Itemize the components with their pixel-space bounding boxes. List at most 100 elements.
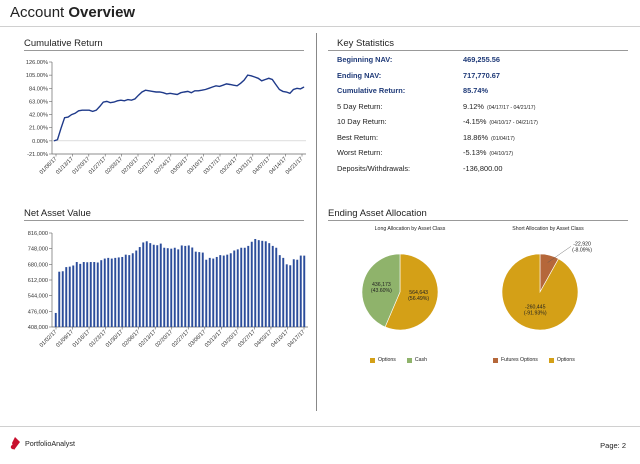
short-allocation-legend: Futures Options Options: [493, 357, 583, 363]
cumulative-return-point: [57, 139, 58, 140]
nav-bar: [254, 239, 256, 327]
legend-label: Options: [557, 357, 575, 363]
y-tick-label: 816,000: [28, 231, 48, 237]
nav-bar: [125, 255, 127, 327]
cumulative-return-point: [138, 95, 139, 96]
nav-bar: [118, 257, 120, 327]
cumulative-return-point: [149, 91, 150, 92]
cumulative-return-point: [202, 90, 203, 91]
y-tick-label: 0.00%: [32, 139, 48, 145]
nav-bar: [104, 259, 106, 327]
nav-bar: [160, 244, 162, 327]
nav-bar: [303, 256, 305, 327]
cumulative-return-point: [78, 111, 79, 112]
cumulative-return-point: [191, 92, 192, 93]
long-allocation-legend: OptionsCash: [370, 357, 435, 363]
stat-row: Worst Return:-5.13%(04/10/17): [337, 148, 627, 164]
cumulative-return-point: [142, 92, 143, 93]
cumulative-return-point: [173, 94, 174, 95]
nav-bar: [188, 245, 190, 327]
nav-bar: [62, 271, 64, 327]
y-tick-label: 21.00%: [29, 126, 48, 132]
cumulative-return-point: [96, 110, 97, 111]
stat-value: 9.12%(04/17/17 - 04/21/17): [463, 102, 535, 111]
nav-bar: [72, 265, 74, 327]
cumulative-return-point: [128, 99, 129, 100]
stat-label: Deposits/Withdrawals:: [337, 164, 410, 173]
key-statistics-rule: [328, 50, 628, 51]
nav-bar: [114, 258, 116, 327]
cumulative-return-point: [61, 128, 62, 129]
nav-bar: [198, 252, 200, 327]
stat-row: Best Return:18.86%(01/04/17): [337, 133, 627, 149]
page-title: Account Overview: [10, 4, 135, 21]
cumulative-return-point: [272, 79, 273, 80]
cumulative-return-point: [283, 91, 284, 92]
cumulative-return-point: [254, 77, 255, 78]
cumulative-return-point: [290, 93, 291, 94]
cumulative-return-point: [156, 92, 157, 93]
nav-bar: [202, 253, 204, 327]
cumulative-return-point: [205, 89, 206, 90]
x-tick-label: 04/17/17: [287, 329, 307, 349]
cumulative-return-point: [293, 89, 294, 90]
nav-bar: [184, 246, 186, 327]
nav-bar: [230, 253, 232, 327]
y-tick-label: 84.00%: [29, 86, 48, 92]
legend-swatch: [493, 358, 498, 363]
cumulative-return-point: [226, 84, 227, 85]
cumulative-return-point: [170, 93, 171, 94]
cumulative-return-point: [82, 110, 83, 111]
net-asset-value-chart: 816,000748,000680,000612,000544,000476,0…: [14, 223, 312, 380]
legend-swatch: [549, 358, 554, 363]
nav-bar: [128, 255, 130, 327]
stat-row: Ending NAV:717,770.67: [337, 71, 627, 87]
cumulative-return-point: [135, 99, 136, 100]
cumulative-return-point: [219, 86, 220, 87]
cumulative-return-point: [240, 83, 241, 84]
nav-bar: [205, 260, 207, 327]
nav-bar: [146, 241, 148, 327]
nav-bar: [247, 246, 249, 327]
net-asset-value-rule: [24, 220, 304, 221]
stat-value: 717,770.67: [463, 71, 500, 80]
pie-slice: [502, 254, 578, 330]
cumulative-return-point: [152, 91, 153, 92]
nav-bar: [100, 260, 102, 327]
cumulative-return-point: [163, 92, 164, 93]
cumulative-return-point: [184, 92, 185, 93]
nav-bar: [174, 248, 176, 327]
stat-row: Deposits/Withdrawals:-136,800.00: [337, 164, 627, 180]
nav-bar: [97, 262, 99, 327]
cumulative-return-point: [276, 84, 277, 85]
nav-bar: [279, 255, 281, 327]
stat-label: Beginning NAV:: [337, 55, 392, 64]
nav-bar: [195, 252, 197, 327]
nav-bar: [79, 264, 81, 327]
cumulative-return-point: [258, 78, 259, 79]
nav-bar: [93, 262, 95, 327]
nav-bar: [170, 249, 172, 327]
cumulative-return-point: [297, 88, 298, 89]
stat-date-range: (04/17/17 - 04/21/17): [487, 105, 535, 111]
nav-bar: [111, 259, 113, 327]
cumulative-return-point: [131, 100, 132, 101]
cumulative-return-point: [261, 81, 262, 82]
cumulative-return-point: [117, 101, 118, 102]
cumulative-return-point: [159, 92, 160, 93]
asset-allocation-title: Ending Asset Allocation: [328, 208, 427, 219]
x-tick-label: 04/21/17: [285, 156, 305, 176]
stat-row: 10 Day Return:-4.15%(04/10/17 - 04/21/17…: [337, 117, 627, 133]
stat-row: 5 Day Return: 9.12%(04/17/17 - 04/21/17): [337, 102, 627, 118]
long-allocation-pie: 564,643(56.49%)436,173(43.60%): [350, 232, 470, 352]
stat-row: Beginning NAV:469,255.56: [337, 55, 627, 71]
nav-bar: [156, 245, 158, 327]
nav-bar: [223, 256, 225, 327]
y-tick-label: -21.00%: [27, 152, 48, 158]
nav-bar: [251, 242, 253, 327]
stat-label: Cumulative Return:: [337, 86, 405, 95]
cumulative-return-point: [233, 85, 234, 86]
legend-label: Options: [378, 357, 396, 363]
stat-label: 5 Day Return:: [337, 102, 383, 111]
legend-label: Futures Options: [501, 357, 538, 363]
